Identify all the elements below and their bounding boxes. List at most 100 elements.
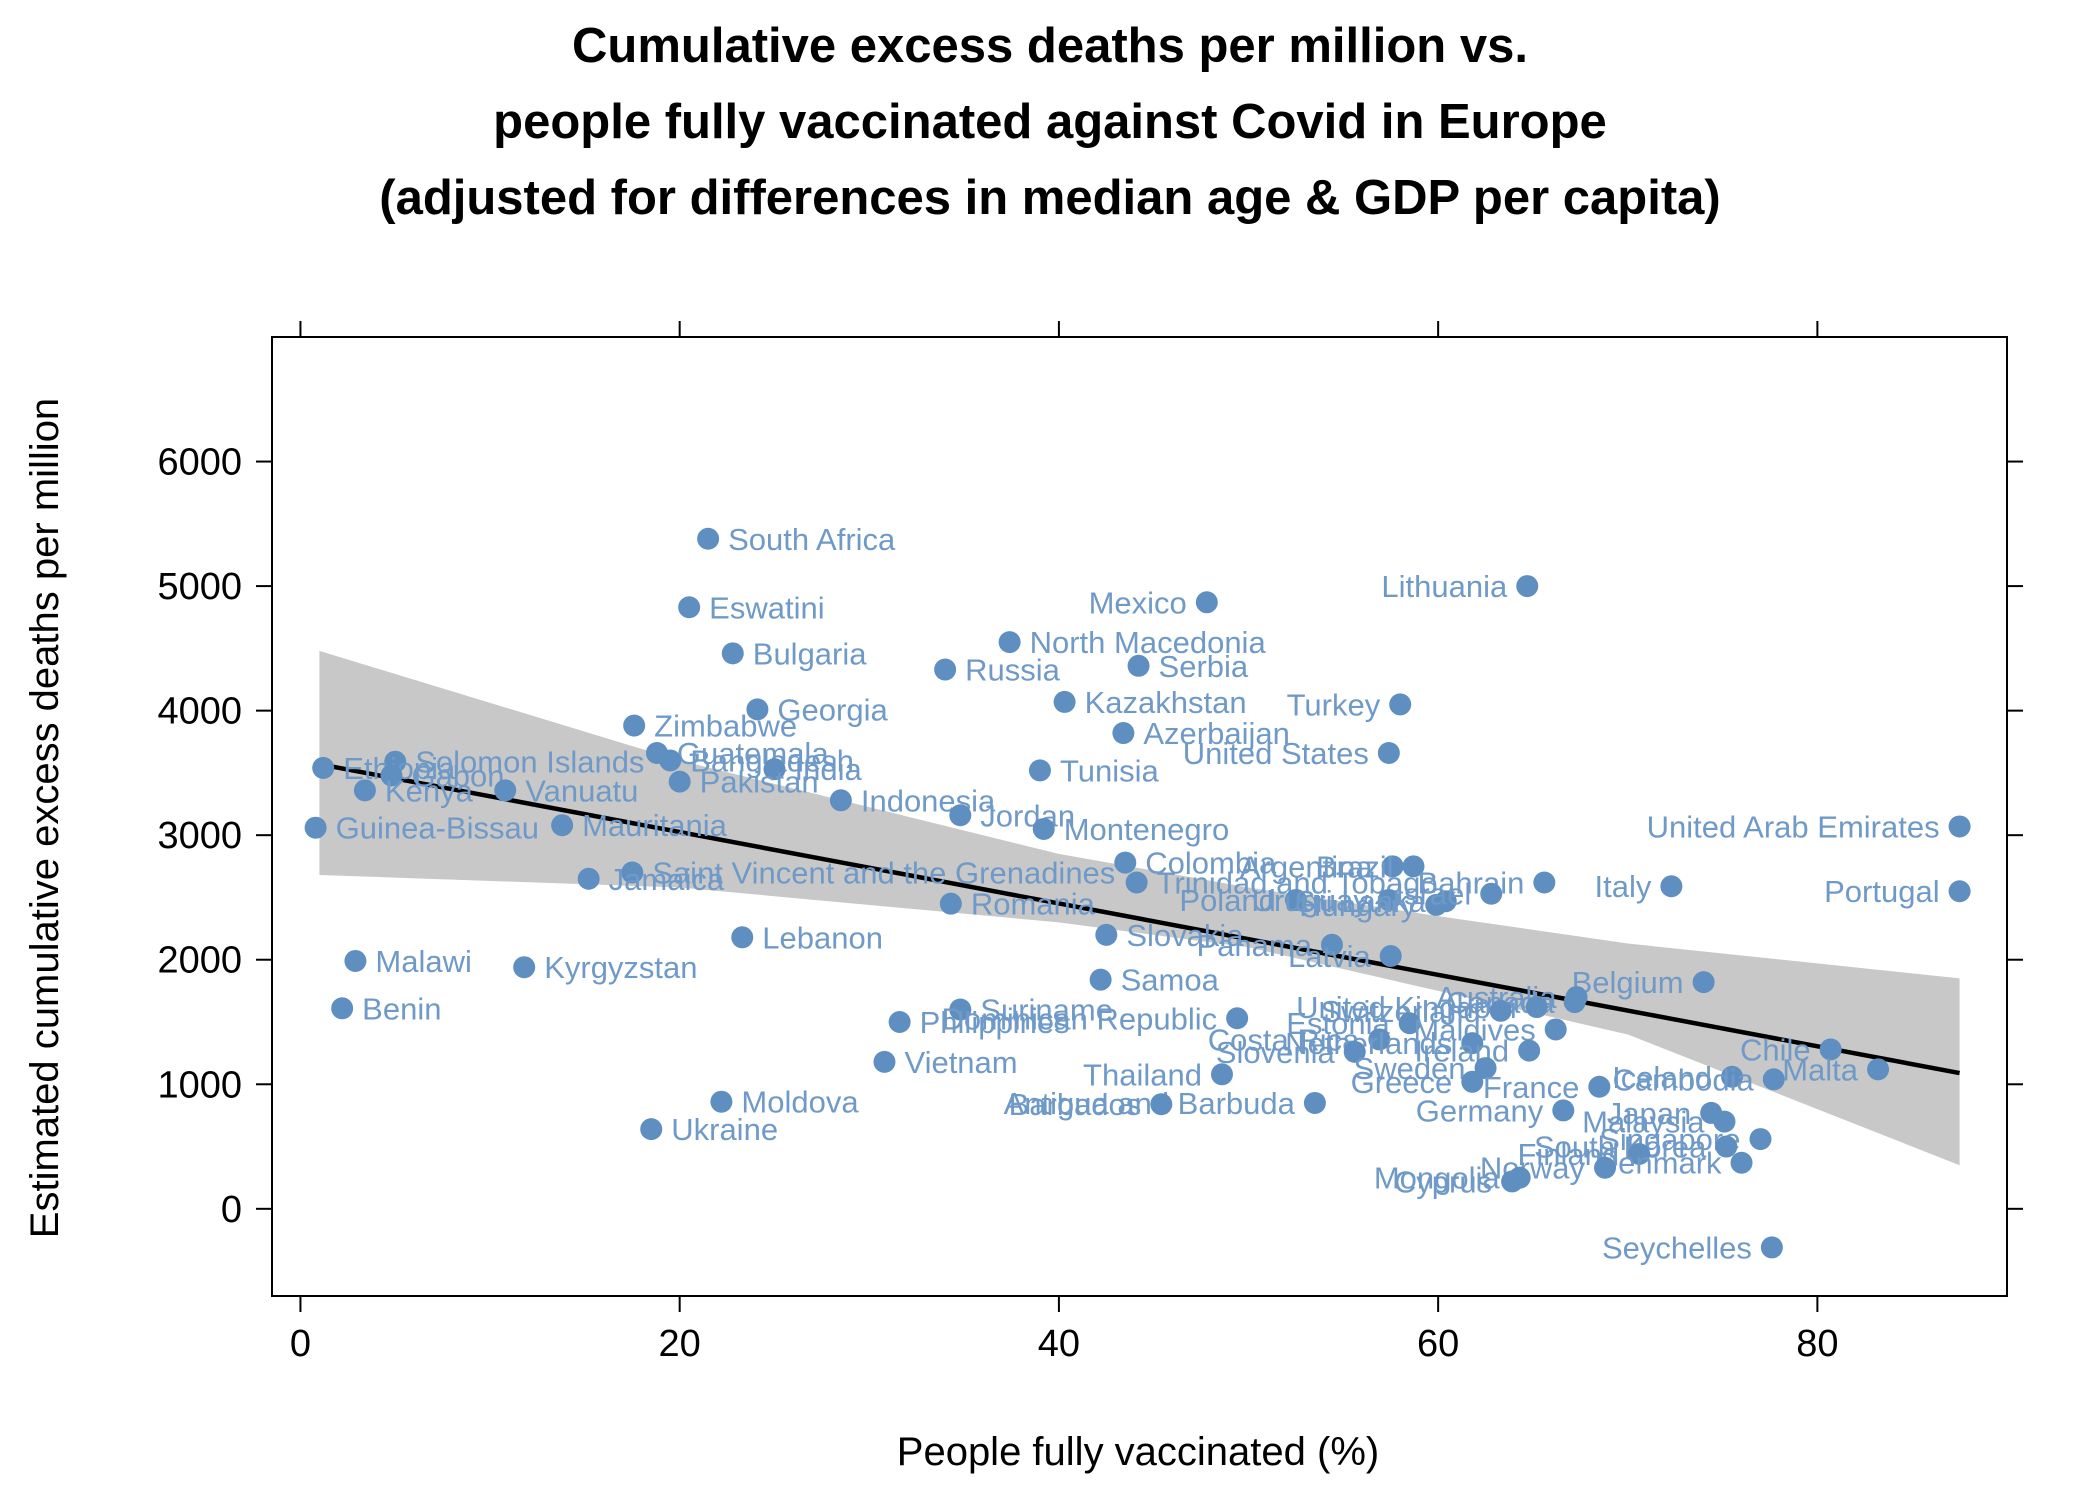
data-point: [1114, 851, 1137, 874]
point-label: Montenegro: [1064, 812, 1229, 847]
y-tick-label: 3000: [157, 815, 242, 857]
data-point: [763, 758, 786, 781]
point-label: Indonesia: [861, 783, 996, 818]
point-label: Bulgaria: [753, 636, 867, 671]
data-point: [1226, 1007, 1249, 1030]
data-point: [1368, 1028, 1391, 1051]
chart-title-line-3: (adjusted for differences in median age …: [379, 171, 1720, 225]
data-point: [1563, 991, 1586, 1014]
data-point: [1730, 1151, 1753, 1174]
data-point: [1343, 1040, 1366, 1063]
data-point: [1150, 1093, 1173, 1116]
point-label: Kazakhstan: [1085, 685, 1247, 720]
point-label: Norway: [1480, 1151, 1586, 1186]
data-point: [331, 997, 354, 1020]
data-point: [304, 816, 327, 839]
point-label: Vietnam: [904, 1045, 1017, 1080]
data-point: [829, 789, 852, 812]
plot-area: 0 20 40 60 80 0 1000 2000 3000 4000 5000 6000 South …: [157, 321, 2023, 1365]
data-point: [1095, 923, 1118, 946]
confidence-band: [319, 650, 1960, 1166]
data-point: [1594, 1156, 1617, 1179]
data-point: [873, 1050, 896, 1073]
data-point: [1867, 1058, 1890, 1081]
data-point: [1210, 1063, 1233, 1086]
point-label: Georgia: [777, 692, 888, 727]
point-label: Iceland: [1612, 1060, 1712, 1095]
y-tick-label: 0: [221, 1189, 242, 1231]
point-label: Suriname: [980, 993, 1113, 1028]
y-axis-label: Estimated cumulative excess deaths per m…: [23, 398, 67, 1238]
data-point: [1474, 1057, 1497, 1080]
data-point: [353, 779, 376, 802]
point-label: Azerbaijan: [1143, 716, 1289, 751]
point-label: Philippines: [920, 1005, 1070, 1040]
point-label: Gabon: [411, 758, 504, 793]
data-point: [998, 631, 1021, 654]
point-label: Slovenia: [1216, 1035, 1336, 1070]
point-label: Denmark: [1596, 1146, 1722, 1181]
data-point: [1489, 999, 1512, 1022]
point-label: Pakistan: [700, 765, 819, 800]
point-label: France: [1483, 1070, 1579, 1105]
data-point: [1377, 741, 1400, 764]
point-label: Kenya: [385, 773, 474, 808]
chart-title-line-2: people fully vaccinated against Covid in…: [493, 95, 1607, 149]
point-label: Tunisia: [1060, 753, 1160, 788]
data-point: [1379, 944, 1402, 967]
point-label: Costa Rica: [1208, 1022, 1360, 1057]
data-point: [1692, 971, 1715, 994]
y-tick-label: 2000: [157, 940, 242, 982]
point-label: Serbia: [1159, 649, 1249, 684]
point-label: Dominican Republic: [941, 1001, 1217, 1036]
data-point: [1628, 1143, 1651, 1166]
data-point: [659, 749, 682, 772]
point-label: Cyprus: [1394, 1164, 1492, 1199]
point-label: Mexico: [1089, 585, 1187, 620]
point-label: Malta: [1782, 1052, 1859, 1087]
data-point: [1377, 888, 1400, 911]
point-label: Thailand: [1083, 1057, 1202, 1092]
y-tick-label: 5000: [157, 566, 242, 608]
point-label: North Macedonia: [1030, 625, 1267, 660]
point-label: Zimbabwe: [654, 709, 797, 744]
data-point: [1552, 1099, 1575, 1122]
data-point: [1516, 575, 1539, 598]
data-point: [380, 764, 403, 787]
data-point: [1402, 855, 1425, 878]
point-label: Brazil: [1316, 849, 1394, 884]
data-point: [949, 998, 972, 1021]
point-label: Samoa: [1121, 963, 1220, 998]
point-label: Solomon Islands: [415, 745, 644, 780]
data-point: [1303, 1091, 1326, 1114]
point-label: Jamaica: [609, 862, 725, 897]
data-point: [1760, 1236, 1783, 1259]
point-label: Barbados: [1009, 1087, 1142, 1122]
point-label: South Africa: [728, 522, 896, 557]
data-point: [746, 698, 769, 721]
point-label: Argentina: [1240, 849, 1373, 884]
point-label: Mauritania: [582, 808, 727, 843]
data-point: [1461, 1070, 1484, 1093]
x-tick-label: 80: [1796, 1323, 1838, 1365]
data-point: [1501, 1170, 1524, 1193]
point-label: Malawi: [375, 944, 471, 979]
data-point: [888, 1011, 911, 1033]
point-label: India: [794, 752, 862, 787]
point-label: Moldova: [741, 1085, 859, 1120]
data-point: [1125, 871, 1148, 894]
plot-frame: [271, 336, 2008, 1297]
data-point: [1518, 1039, 1541, 1062]
data-point: [697, 527, 720, 550]
data-point: [1032, 817, 1055, 840]
point-label: Hungary: [1299, 888, 1417, 923]
point-label: Malaysia: [1582, 1105, 1705, 1140]
x-tick-label: 20: [659, 1323, 701, 1365]
point-label: United States: [1183, 736, 1369, 771]
data-point: [1715, 1135, 1738, 1158]
point-label: Russia: [965, 653, 1061, 688]
point-label: Kyrgyzstan: [544, 950, 697, 985]
point-label: Jordan: [980, 798, 1075, 833]
point-label: Eswatini: [709, 590, 824, 625]
